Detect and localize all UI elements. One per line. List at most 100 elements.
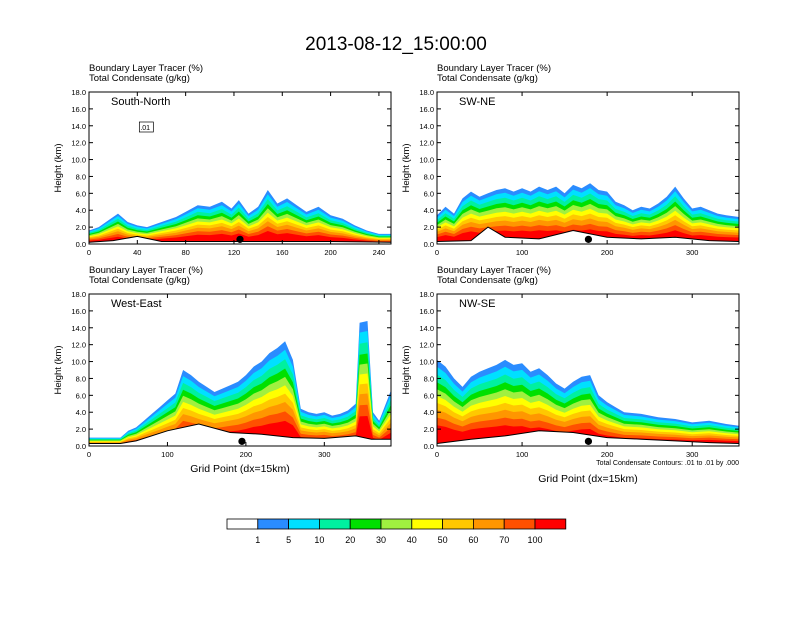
- y-tick-label: 0.0: [424, 442, 434, 451]
- y-tick-label: 2.0: [76, 223, 86, 232]
- y-tick-label: 14.0: [419, 122, 434, 131]
- y-tick-label: 4.0: [76, 408, 86, 417]
- plot-frame: [88, 293, 392, 447]
- y-tick-label: 12.0: [71, 341, 86, 350]
- panel-west-east: Boundary Layer Tracer (%)Total Condensat…: [53, 265, 392, 475]
- y-tick-label: 10.0: [419, 156, 434, 165]
- colorbar-label: 5: [286, 535, 291, 545]
- colorbar-label: 30: [376, 535, 386, 545]
- tracer-fill: [437, 359, 739, 446]
- plot-frame: [88, 91, 392, 245]
- y-tick-label: 12.0: [71, 139, 86, 148]
- panel-subtitle-condensate: Total Condensate (g/kg): [89, 275, 190, 286]
- location-marker: [236, 235, 244, 243]
- terrain: [89, 423, 391, 446]
- panel-subtitle-condensate: Total Condensate (g/kg): [89, 73, 190, 84]
- y-tick-label: 10.0: [71, 156, 86, 165]
- colorbar-label: 100: [527, 535, 542, 545]
- x-tick-label: 160: [276, 248, 289, 257]
- colorbar-swatch: [503, 518, 536, 530]
- y-axis-label: Height (km): [53, 345, 64, 394]
- colorbar: 1 5 10 20 30 40 50 60 70 100: [226, 518, 567, 545]
- x-tick-label: 200: [601, 248, 614, 257]
- x-tick-label: 0: [87, 248, 91, 257]
- panel-sw-ne: Boundary Layer Tracer (%)Total Condensat…: [401, 63, 740, 257]
- x-tick-label: 100: [516, 248, 529, 257]
- y-tick-label: 6.0: [76, 189, 86, 198]
- y-tick-label: 16.0: [419, 307, 434, 316]
- colorbar-swatch: [257, 518, 289, 530]
- colorbar-swatch: [318, 518, 351, 530]
- x-tick-label: 200: [601, 450, 614, 459]
- y-tick-label: 14.0: [71, 324, 86, 333]
- x-tick-label: 200: [324, 248, 337, 257]
- y-axis-label: Height (km): [401, 345, 412, 394]
- colorbar-swatch: [472, 518, 505, 530]
- x-tick-label: 100: [516, 450, 529, 459]
- plot-frame: [436, 91, 740, 245]
- location-marker: [584, 437, 593, 445]
- x-tick-label: 200: [240, 450, 253, 459]
- x-tick-label: 40: [133, 248, 141, 257]
- colorbar-swatch: [349, 518, 382, 530]
- panel-subtitle-condensate: Total Condensate (g/kg): [437, 73, 538, 84]
- colorbar-label: 20: [345, 535, 355, 545]
- panels: Boundary Layer Tracer (%)Total Condensat…: [53, 63, 740, 485]
- y-tick-label: 2.0: [424, 425, 434, 434]
- tracer-fill: [89, 190, 391, 244]
- y-tick-label: 16.0: [419, 105, 434, 114]
- panel-label: NW-SE: [459, 298, 495, 310]
- y-tick-label: 8.0: [76, 374, 86, 383]
- y-tick-label: 18.0: [71, 88, 86, 97]
- terrain: [89, 235, 391, 244]
- y-axis-label: Height (km): [53, 143, 64, 192]
- panel-nw-se: Boundary Layer Tracer (%)Total Condensat…: [401, 265, 740, 485]
- x-tick-label: 0: [435, 450, 439, 459]
- x-tick-label: 240: [373, 248, 386, 257]
- x-tick-label: 80: [181, 248, 189, 257]
- tracer-fill: [437, 183, 739, 244]
- y-tick-label: 14.0: [71, 122, 86, 131]
- x-tick-label: 100: [161, 450, 174, 459]
- x-tick-label: 0: [87, 450, 91, 459]
- colorbar-swatch: [380, 518, 413, 530]
- colorbar-label: 40: [407, 535, 417, 545]
- y-tick-label: 4.0: [76, 206, 86, 215]
- colorbar-swatch: [288, 518, 320, 530]
- contour-footnote: Total Condensate Contours: .01 to .01 by…: [596, 460, 739, 467]
- x-tick-label: 300: [686, 248, 699, 257]
- y-tick-label: 0.0: [424, 240, 434, 249]
- colorbar-label: 50: [438, 535, 448, 545]
- y-tick-label: 8.0: [76, 172, 86, 181]
- y-tick-label: 8.0: [424, 172, 434, 181]
- y-tick-label: 16.0: [71, 105, 86, 114]
- x-tick-label: 300: [318, 450, 331, 459]
- x-tick-label: 0: [435, 248, 439, 257]
- panel-subtitle-condensate: Total Condensate (g/kg): [437, 275, 538, 286]
- y-tick-label: 6.0: [76, 391, 86, 400]
- terrain: [437, 226, 739, 244]
- tracer-fill: [89, 321, 391, 446]
- panel-subtitle-tracer: Boundary Layer Tracer (%): [437, 63, 551, 74]
- colorbar-swatch: [534, 518, 567, 530]
- plot-frame: [436, 293, 740, 447]
- figure-title: 2013-08-12_15:00:00: [305, 34, 487, 55]
- colorbar-label: 60: [468, 535, 478, 545]
- colorbar-swatch: [442, 518, 474, 530]
- colorbar-label: 1: [255, 535, 260, 545]
- colorbar-swatch: [226, 518, 259, 530]
- panel-south-north: Boundary Layer Tracer (%)Total Condensat…: [53, 63, 392, 257]
- colorbar-swatch: [411, 518, 443, 530]
- panel-subtitle-tracer: Boundary Layer Tracer (%): [89, 63, 203, 74]
- location-marker: [238, 437, 246, 445]
- y-tick-label: 16.0: [71, 307, 86, 316]
- y-tick-label: 18.0: [419, 290, 434, 299]
- y-axis-label: Height (km): [401, 143, 412, 192]
- colorbar-label: 10: [314, 535, 324, 545]
- panel-label: SW-NE: [459, 96, 495, 108]
- panel-subtitle-tracer: Boundary Layer Tracer (%): [437, 265, 551, 276]
- panel-label: South-North: [111, 96, 170, 108]
- y-tick-label: 8.0: [424, 374, 434, 383]
- y-tick-label: 18.0: [419, 88, 434, 97]
